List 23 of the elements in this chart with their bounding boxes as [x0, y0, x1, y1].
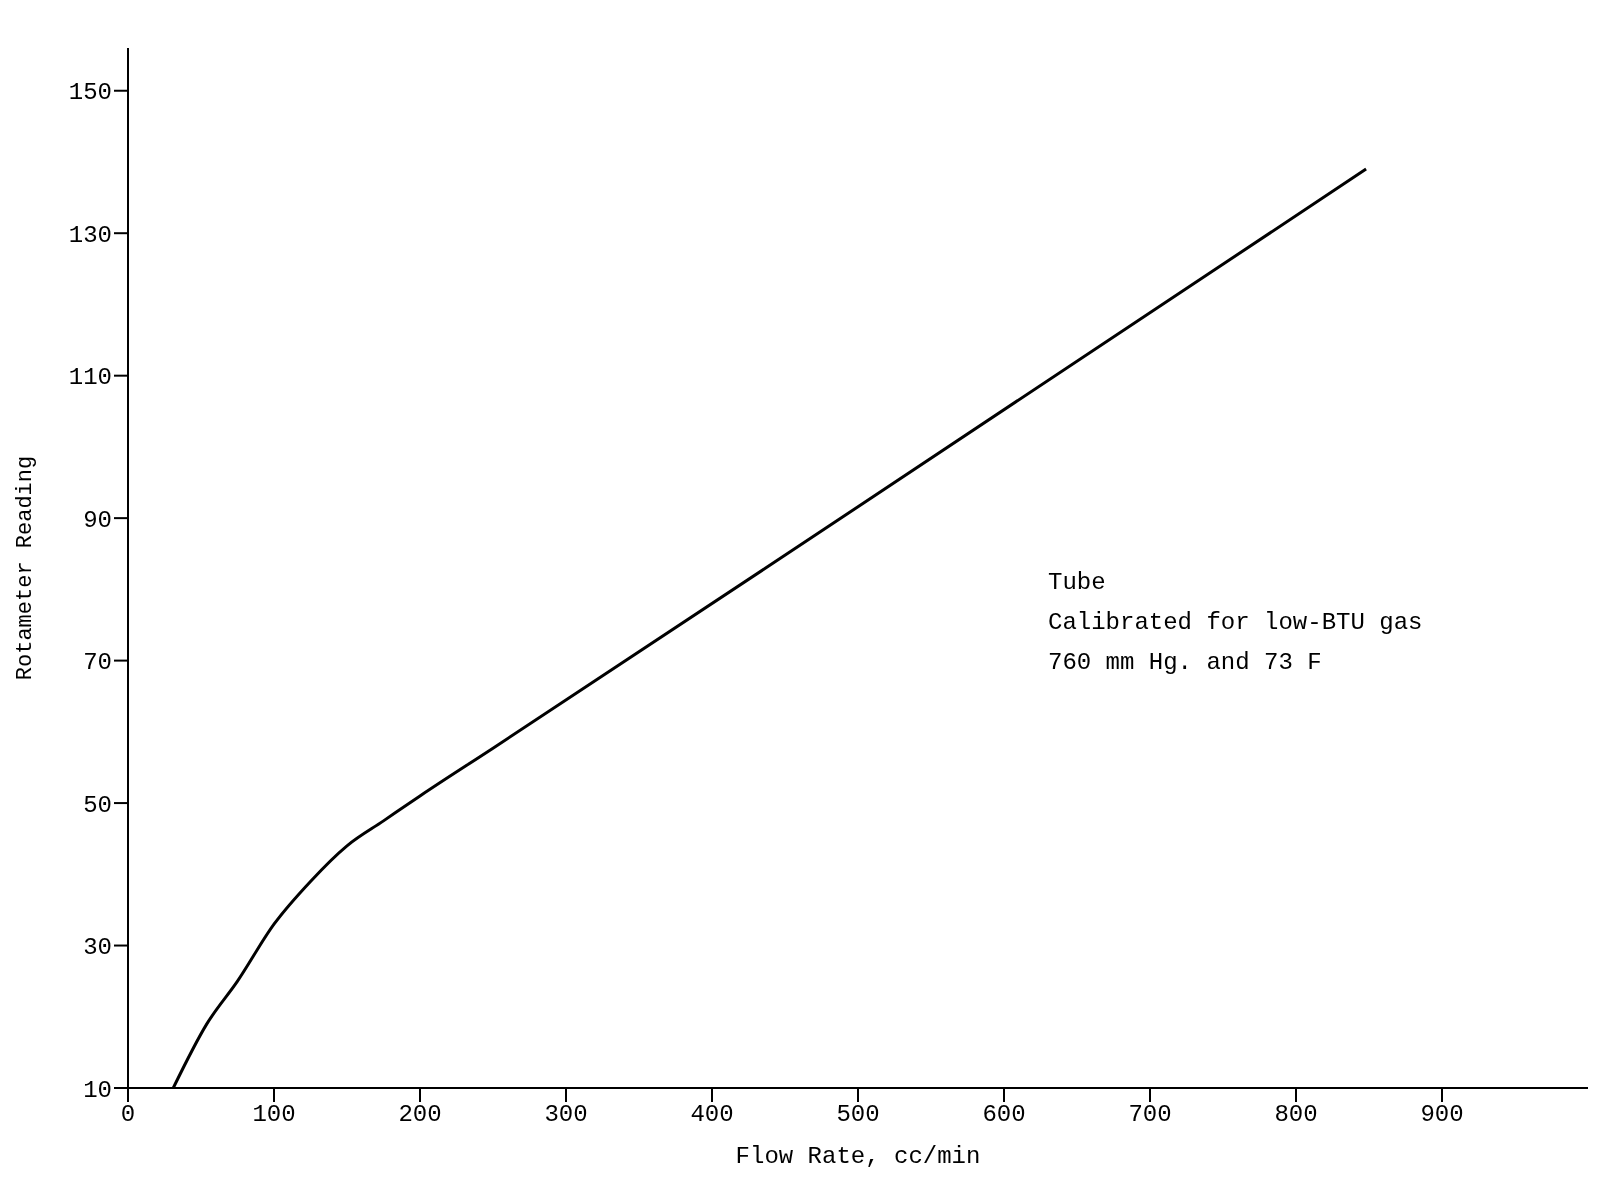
y-tick-label: 10 [83, 1076, 112, 1104]
x-axis-title: Flow Rate, cc/min [735, 1143, 981, 1170]
x-tick-label: 0 [120, 1101, 136, 1129]
y-tick-label: 70 [83, 649, 112, 677]
x-tick-label: 300 [544, 1101, 588, 1129]
x-tick-label: 100 [252, 1101, 296, 1129]
y-tick-label: 110 [68, 364, 112, 392]
x-tick-label: 500 [836, 1101, 880, 1129]
x-tick-label: 700 [1128, 1101, 1172, 1129]
x-tick-label: 800 [1274, 1101, 1318, 1129]
x-tick-label: 900 [1420, 1101, 1464, 1129]
x-tick-label: 200 [398, 1101, 442, 1129]
y-tick-label: 50 [83, 791, 112, 819]
y-tick-label: 150 [68, 79, 112, 107]
y-tick-label: 130 [68, 221, 112, 249]
y-tick-label: 30 [83, 934, 112, 962]
y-axis-title: Rotameter Reading [12, 455, 38, 681]
annotation: 760 mm Hg. and 73 F [1048, 648, 1323, 678]
x-tick-label: 400 [690, 1101, 734, 1129]
annotation: Tube [1048, 568, 1107, 598]
y-tick-label: 90 [83, 506, 112, 534]
annotation: Calibrated for low-BTU gas [1048, 608, 1423, 638]
x-tick-label: 600 [982, 1101, 1026, 1129]
